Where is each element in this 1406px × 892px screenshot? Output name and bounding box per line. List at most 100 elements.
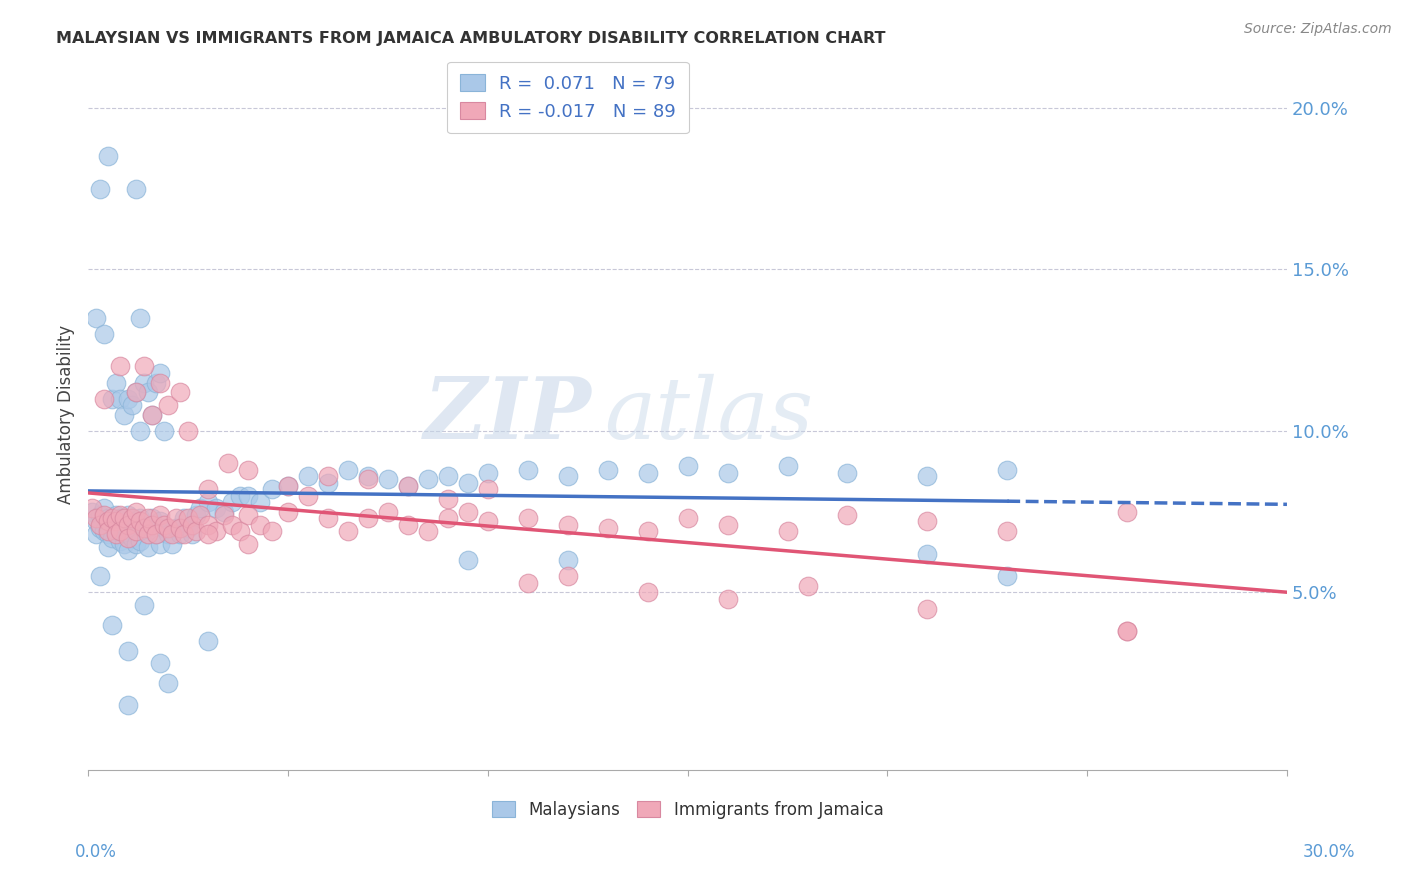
Point bbox=[557, 569, 579, 583]
Point bbox=[89, 569, 111, 583]
Point bbox=[110, 524, 132, 538]
Point bbox=[557, 517, 579, 532]
Point bbox=[238, 508, 260, 522]
Point bbox=[121, 531, 143, 545]
Point bbox=[105, 514, 128, 528]
Point bbox=[121, 511, 143, 525]
Point bbox=[162, 537, 184, 551]
Point bbox=[197, 482, 219, 496]
Point bbox=[377, 505, 399, 519]
Point bbox=[89, 517, 111, 532]
Point bbox=[121, 398, 143, 412]
Text: ZIP: ZIP bbox=[423, 373, 592, 457]
Point bbox=[995, 569, 1018, 583]
Point bbox=[110, 359, 132, 374]
Point bbox=[637, 466, 659, 480]
Point bbox=[837, 466, 859, 480]
Point bbox=[165, 521, 187, 535]
Point bbox=[457, 553, 479, 567]
Point bbox=[212, 505, 235, 519]
Point bbox=[229, 489, 252, 503]
Point bbox=[110, 511, 132, 525]
Point bbox=[477, 466, 499, 480]
Point bbox=[97, 527, 120, 541]
Point bbox=[186, 508, 208, 522]
Point bbox=[337, 524, 360, 538]
Point bbox=[516, 463, 538, 477]
Point bbox=[437, 511, 460, 525]
Point bbox=[134, 359, 156, 374]
Point bbox=[516, 575, 538, 590]
Point bbox=[149, 537, 172, 551]
Point bbox=[149, 514, 172, 528]
Point bbox=[153, 424, 176, 438]
Point bbox=[197, 527, 219, 541]
Point bbox=[717, 517, 740, 532]
Point bbox=[112, 517, 135, 532]
Point bbox=[86, 310, 108, 325]
Point bbox=[917, 469, 939, 483]
Point bbox=[205, 501, 228, 516]
Point bbox=[437, 491, 460, 506]
Point bbox=[125, 385, 148, 400]
Point bbox=[1116, 505, 1139, 519]
Point bbox=[145, 527, 167, 541]
Text: Source: ZipAtlas.com: Source: ZipAtlas.com bbox=[1244, 22, 1392, 37]
Point bbox=[776, 524, 799, 538]
Point bbox=[125, 385, 148, 400]
Point bbox=[136, 511, 159, 525]
Point bbox=[457, 475, 479, 490]
Point bbox=[197, 633, 219, 648]
Point bbox=[125, 537, 148, 551]
Point bbox=[238, 463, 260, 477]
Point bbox=[134, 376, 156, 390]
Point bbox=[101, 531, 124, 545]
Point bbox=[86, 514, 108, 528]
Point bbox=[1116, 624, 1139, 639]
Point bbox=[136, 527, 159, 541]
Point bbox=[141, 511, 163, 525]
Point bbox=[181, 517, 204, 532]
Point bbox=[205, 524, 228, 538]
Point bbox=[337, 463, 360, 477]
Point bbox=[277, 505, 299, 519]
Point bbox=[93, 524, 115, 538]
Point bbox=[153, 521, 176, 535]
Point bbox=[596, 463, 619, 477]
Point bbox=[134, 521, 156, 535]
Point bbox=[173, 511, 195, 525]
Point bbox=[101, 392, 124, 406]
Point bbox=[112, 511, 135, 525]
Point bbox=[297, 489, 319, 503]
Point bbox=[188, 508, 211, 522]
Point bbox=[157, 527, 180, 541]
Point bbox=[557, 553, 579, 567]
Point bbox=[396, 479, 419, 493]
Point bbox=[169, 521, 191, 535]
Legend: Malaysians, Immigrants from Jamaica: Malaysians, Immigrants from Jamaica bbox=[485, 794, 890, 826]
Point bbox=[177, 511, 200, 525]
Point bbox=[1116, 624, 1139, 639]
Point bbox=[316, 511, 339, 525]
Point bbox=[112, 408, 135, 422]
Point bbox=[105, 524, 128, 538]
Point bbox=[136, 521, 159, 535]
Point bbox=[117, 508, 139, 522]
Point bbox=[89, 521, 111, 535]
Point bbox=[110, 392, 132, 406]
Point bbox=[221, 517, 243, 532]
Point bbox=[86, 511, 108, 525]
Point bbox=[188, 501, 211, 516]
Point bbox=[117, 527, 139, 541]
Point bbox=[110, 533, 132, 548]
Point bbox=[277, 479, 299, 493]
Point bbox=[238, 537, 260, 551]
Point bbox=[173, 527, 195, 541]
Point bbox=[249, 517, 271, 532]
Point bbox=[157, 398, 180, 412]
Point bbox=[93, 508, 115, 522]
Point bbox=[637, 524, 659, 538]
Point bbox=[516, 511, 538, 525]
Point bbox=[117, 698, 139, 713]
Point bbox=[136, 385, 159, 400]
